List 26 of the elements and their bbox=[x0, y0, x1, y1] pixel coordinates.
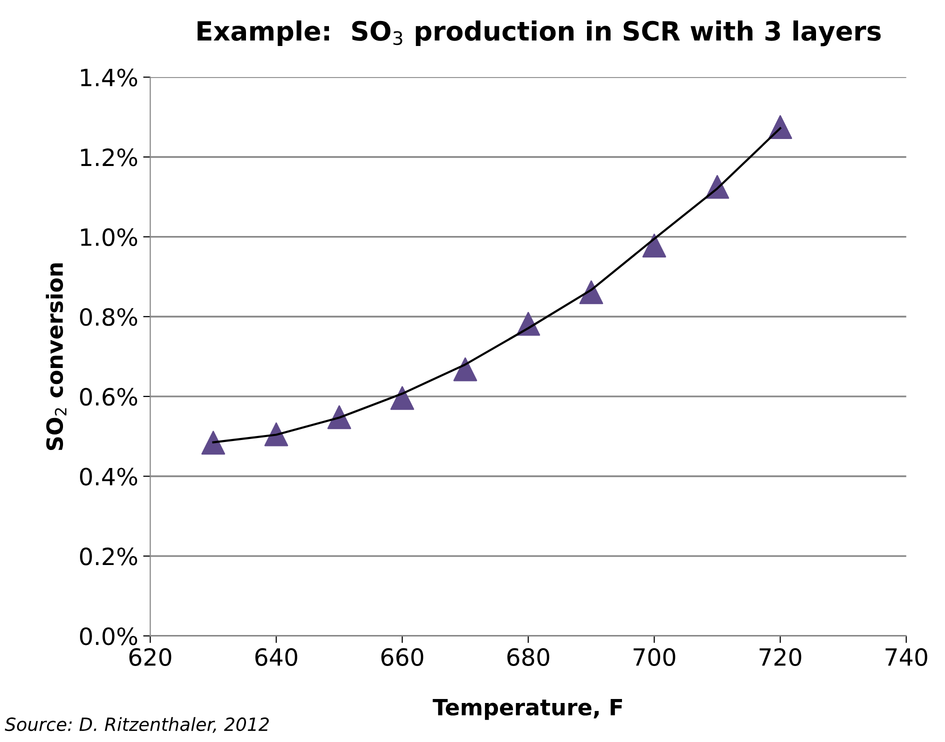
y-tick-label: 0.2% bbox=[80, 548, 138, 566]
point bbox=[642, 234, 666, 258]
x-axis-title: Temperature, F bbox=[432, 699, 622, 720]
source-note: Source: D. Ritzenthaler, 2012 bbox=[4, 717, 269, 733]
point bbox=[201, 430, 226, 455]
point bbox=[390, 386, 414, 410]
y-tick-label: 1.0% bbox=[81, 228, 138, 246]
x-tick-label: 740 bbox=[886, 648, 928, 666]
point bbox=[327, 405, 352, 430]
chart-title: Example: SO$_{3}$ production in SCR with 3 layers bbox=[198, 20, 881, 46]
y-axis-title: SO$_{2}$ conversion bbox=[46, 263, 66, 450]
x-tick-label: 720 bbox=[760, 648, 802, 666]
y-tick-label: 0.6% bbox=[80, 388, 138, 406]
point bbox=[264, 422, 288, 446]
y-tick-label: 0.0% bbox=[80, 627, 138, 646]
x-tick-label: 700 bbox=[634, 648, 676, 666]
x-tick-label: 660 bbox=[381, 648, 424, 666]
point bbox=[453, 357, 478, 382]
x-tick-label: 680 bbox=[507, 648, 550, 666]
y-tick-label: 0.4% bbox=[80, 468, 138, 486]
x-tick-label: 640 bbox=[255, 648, 298, 666]
y-tick-label: 0.8% bbox=[80, 308, 138, 326]
y-tick-label: 1.2% bbox=[81, 148, 138, 166]
x-tick-label: 620 bbox=[129, 648, 172, 666]
point bbox=[579, 280, 604, 304]
y-tick-label: 1.4% bbox=[81, 68, 138, 86]
